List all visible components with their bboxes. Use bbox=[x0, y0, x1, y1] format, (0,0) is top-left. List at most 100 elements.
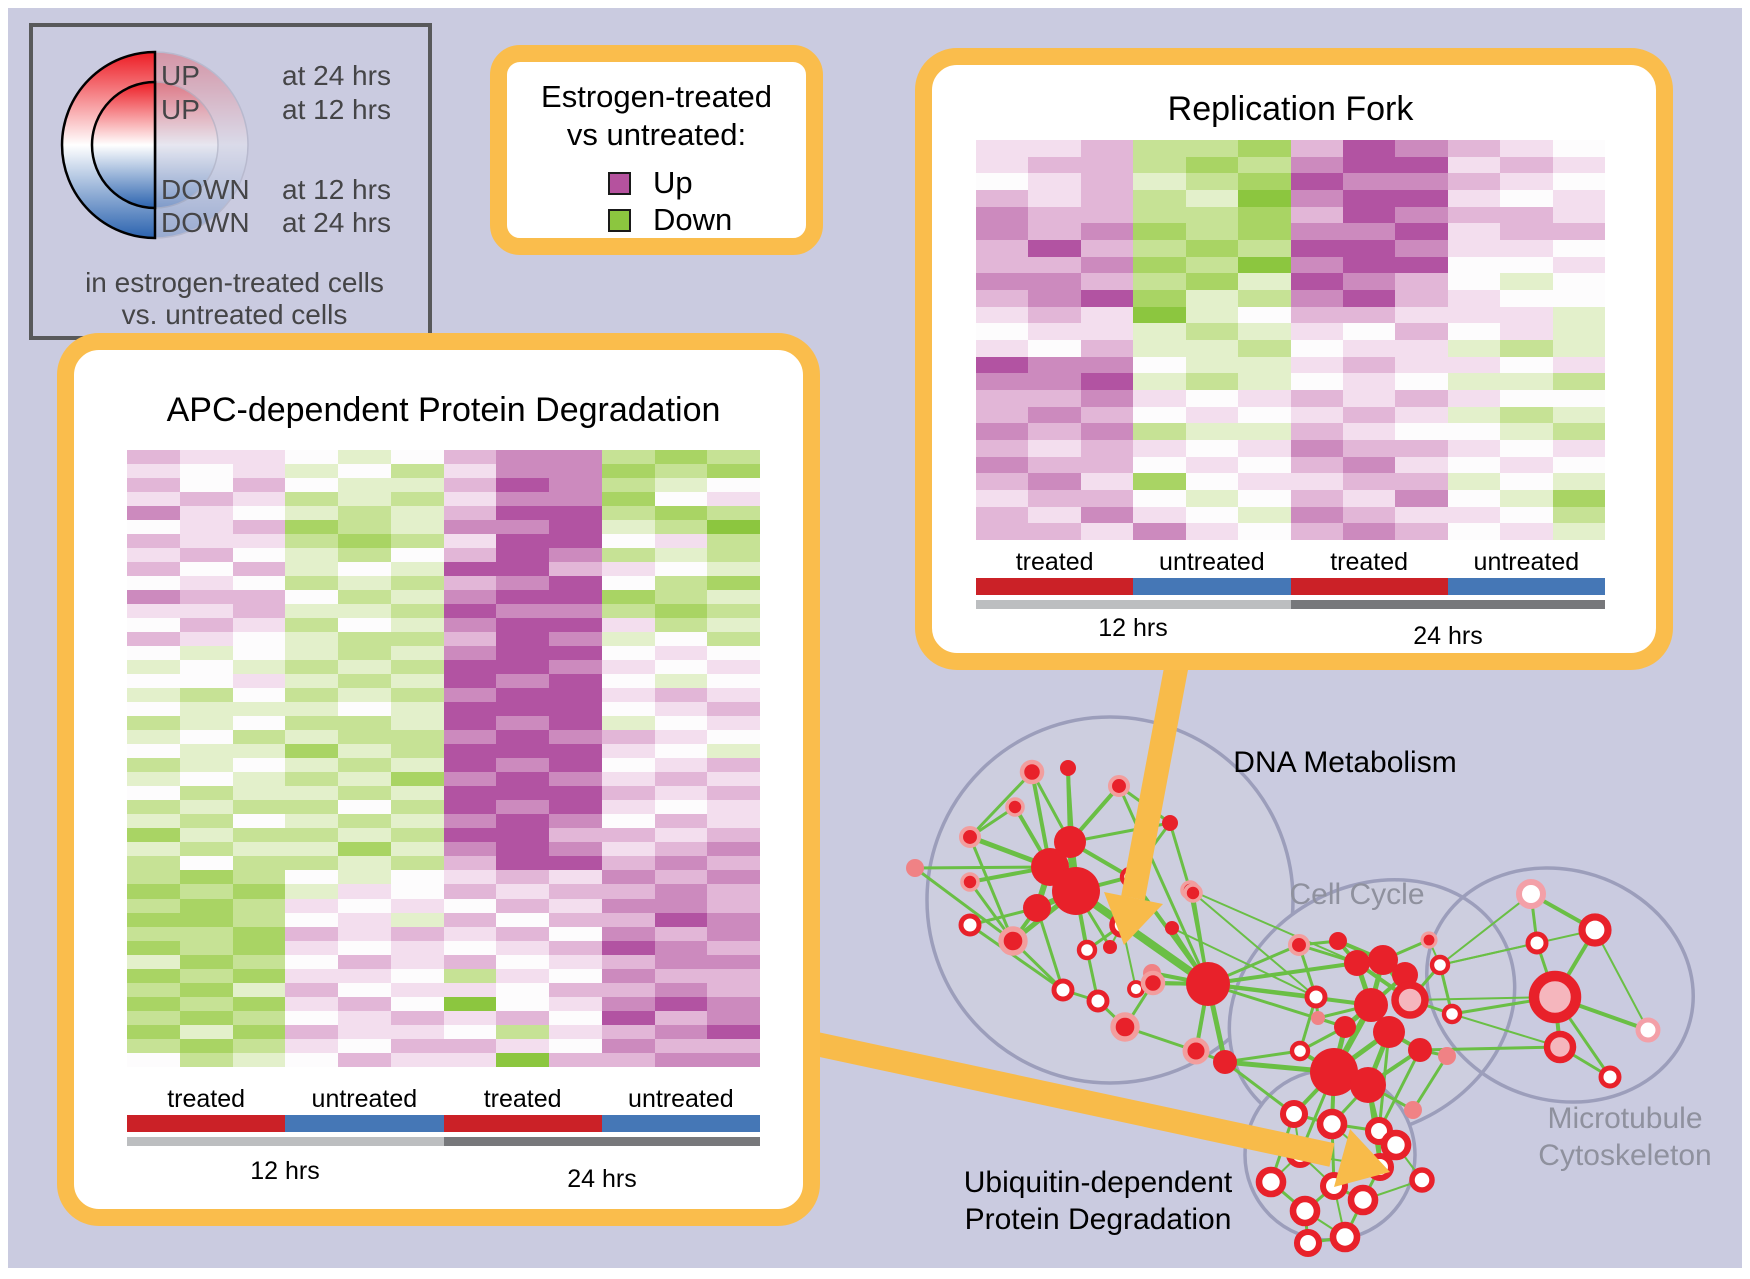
heatmap-cell bbox=[443, 478, 497, 493]
apc-panel-title: APC-dependent Protein Degradation bbox=[166, 391, 721, 429]
gene-node-paleRing bbox=[1516, 879, 1546, 909]
heatmap-cell bbox=[549, 576, 602, 591]
heatmap-cell bbox=[496, 1052, 549, 1067]
heatmap-cell bbox=[1238, 423, 1291, 441]
heatmap-cell bbox=[496, 702, 549, 717]
heatmap-cell bbox=[443, 1024, 497, 1039]
heatmap-cell bbox=[1500, 523, 1553, 541]
heatmap-cell bbox=[285, 758, 338, 773]
heatmap-cell bbox=[549, 982, 602, 997]
heatmap-cell bbox=[127, 562, 180, 577]
heatmap-cell bbox=[654, 688, 708, 703]
network-edge bbox=[1207, 961, 1358, 986]
heatmap-row bbox=[127, 688, 760, 703]
heatmap-row bbox=[127, 464, 760, 479]
gene-node-ringPink bbox=[1391, 981, 1429, 1019]
heatmap-cell bbox=[1028, 340, 1081, 357]
heatmap-cell bbox=[976, 323, 1029, 341]
heatmap-cell bbox=[549, 674, 602, 689]
heatmap-cell bbox=[1238, 156, 1291, 174]
heatmap-cell bbox=[338, 450, 391, 465]
heatmap-cell bbox=[1395, 373, 1448, 391]
heatmap-cell bbox=[338, 968, 391, 983]
heatmap-row bbox=[976, 490, 1606, 507]
heatmap-cell bbox=[601, 646, 655, 661]
condition-group-label: treated bbox=[1330, 548, 1409, 576]
heatmap-cell bbox=[1500, 440, 1553, 457]
heatmap-cell bbox=[285, 954, 338, 969]
heatmap-cell bbox=[601, 968, 655, 983]
heatmap-cell bbox=[1500, 473, 1553, 491]
heatmap-cell bbox=[179, 674, 233, 689]
heatmap-cell bbox=[338, 842, 391, 857]
heatmap-cell bbox=[1552, 523, 1606, 541]
heatmap-cell bbox=[1447, 240, 1501, 257]
heatmap-cell bbox=[443, 842, 497, 857]
heatmap-cell bbox=[1028, 240, 1081, 257]
heatmap-cell bbox=[1500, 390, 1553, 407]
heatmap-cell bbox=[654, 660, 708, 675]
heatmap-cell bbox=[232, 534, 286, 549]
heatmap-cell bbox=[1500, 406, 1553, 424]
heatmap-row bbox=[127, 842, 760, 857]
heatmap-cell bbox=[443, 744, 497, 759]
heatmap-cell bbox=[549, 814, 602, 829]
heatmap-cell bbox=[1552, 290, 1606, 307]
ubiquitin-degradation-label: Ubiquitin-dependent Protein Degradation bbox=[948, 1164, 1248, 1238]
heatmap-cell bbox=[1185, 240, 1239, 257]
heatmap-cell bbox=[654, 1038, 708, 1053]
gene-node-solid bbox=[1329, 932, 1347, 950]
heatmap-cell bbox=[232, 800, 286, 815]
heatmap-cell bbox=[1447, 290, 1501, 307]
heatmap-cell bbox=[390, 548, 444, 563]
heatmap-cell bbox=[232, 996, 286, 1011]
heatmap-cell bbox=[232, 982, 286, 997]
heatmap-cell bbox=[1447, 356, 1501, 374]
heatmap-cell bbox=[601, 758, 655, 773]
heatmap-cell bbox=[654, 870, 708, 885]
heatmap-cell bbox=[232, 772, 286, 787]
heatmap-cell bbox=[285, 618, 338, 633]
heatmap-cell bbox=[1395, 490, 1448, 507]
heatmap-cell bbox=[179, 1010, 233, 1025]
heatmap-cell bbox=[1185, 373, 1239, 391]
heatmap-cell bbox=[232, 744, 286, 759]
heatmap-cell bbox=[179, 856, 233, 871]
heatmap-cell bbox=[1342, 473, 1396, 491]
heatmap-cell bbox=[976, 406, 1029, 424]
heatmap-cell bbox=[1447, 440, 1501, 457]
heatmap-row bbox=[127, 1052, 760, 1067]
heatmap-cell bbox=[179, 660, 233, 675]
heatmap-cell bbox=[232, 590, 286, 605]
heatmap-cell bbox=[1395, 390, 1448, 407]
heatmap-cell bbox=[976, 273, 1029, 291]
heatmap-cell bbox=[496, 464, 549, 479]
heatmap-cell bbox=[232, 940, 286, 955]
heatmap-cell bbox=[1133, 156, 1186, 174]
heatmap-cell bbox=[1290, 523, 1343, 541]
heatmap-row bbox=[976, 373, 1606, 391]
heatmap-row bbox=[976, 423, 1606, 441]
heatmap-cell bbox=[390, 828, 444, 843]
heatmap-cell bbox=[1395, 423, 1448, 441]
heatmap-cell bbox=[232, 968, 286, 983]
heatmap-cell bbox=[707, 450, 760, 465]
gene-node-pink bbox=[906, 859, 924, 877]
heatmap-cell bbox=[179, 562, 233, 577]
heatmap-cell bbox=[549, 660, 602, 675]
heatmap-cell bbox=[443, 632, 497, 647]
heatmap-row bbox=[976, 306, 1606, 324]
heatmap-cell bbox=[1028, 506, 1081, 524]
heatmap-cell bbox=[1395, 156, 1448, 174]
heatmap-cell bbox=[232, 758, 286, 773]
heatmap-cell bbox=[654, 828, 708, 843]
heatmap-cell bbox=[601, 926, 655, 941]
heatmap-cell bbox=[1185, 473, 1239, 491]
heatmap-cell bbox=[976, 206, 1029, 224]
heatmap-cell bbox=[1290, 256, 1343, 274]
heatmap-cell bbox=[1185, 440, 1239, 457]
gene-node-ringWhite bbox=[1316, 1108, 1348, 1140]
heatmap-cell bbox=[390, 520, 444, 535]
heatmap-cell bbox=[654, 926, 708, 941]
heatmap-cell bbox=[390, 618, 444, 633]
